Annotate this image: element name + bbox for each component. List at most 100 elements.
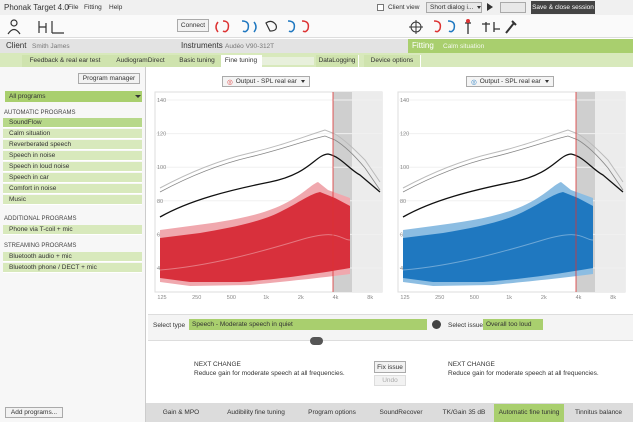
x-axis-label: 8k — [367, 295, 373, 301]
select-issue-value: Overall too loud — [486, 321, 532, 328]
speech-band-dark — [160, 192, 350, 282]
client-label: Client — [6, 41, 27, 50]
fix-issue-label: Fix issue — [377, 363, 403, 371]
program-manager-button[interactable]: Program manager — [78, 73, 140, 84]
y-axis-label: 120 — [400, 132, 409, 138]
mpo-curve — [159, 135, 381, 193]
program-item[interactable]: Speech in noise — [3, 151, 142, 161]
program-item[interactable]: Music — [3, 195, 142, 205]
band-line — [402, 234, 594, 271]
x-axis-label: 500 — [470, 295, 479, 301]
select-issue-dropdown[interactable]: Overall too loud — [483, 319, 543, 330]
y-axis-label: 100 — [157, 165, 166, 171]
chart-header-right[interactable]: ◎ Output - SPL real ear — [466, 76, 554, 87]
add-programs-label: Add programs... — [10, 409, 58, 416]
shaded-zone — [595, 92, 625, 292]
undo-button[interactable]: Undo — [374, 375, 406, 386]
menu-file[interactable]: File — [68, 4, 79, 11]
connect-button[interactable]: Connect — [177, 19, 209, 32]
fitting-label: Fitting — [412, 41, 434, 50]
program-item[interactable]: Bluetooth phone / DECT + mic — [3, 263, 142, 273]
right-tool-icons — [409, 19, 517, 34]
mpo-curve — [402, 129, 624, 189]
tab[interactable]: DataLogging — [316, 55, 359, 67]
client-view-checkbox[interactable] — [377, 4, 384, 11]
menu-help[interactable]: Help — [109, 4, 123, 11]
select-type-value: Speech - Moderate speech in quiet — [192, 321, 293, 328]
program-item[interactable]: Bluetooth audio + mic — [3, 252, 142, 262]
program-manager-label: Program manager — [82, 75, 136, 82]
window-icons[interactable] — [500, 2, 526, 13]
y-axis-label: 140 — [157, 98, 166, 104]
next-change-heading: NEXT CHANGE — [194, 361, 241, 368]
all-programs-label: All programs — [9, 93, 46, 100]
x-axis-label: 4k — [576, 295, 582, 301]
chart-title: Output - SPL real ear — [235, 78, 297, 85]
chart-title: Output - SPL real ear — [479, 78, 541, 85]
y-axis-label: 140 — [400, 98, 409, 104]
select-type-dropdown[interactable]: Speech - Moderate speech in quiet — [189, 319, 427, 330]
y-axis-label: 80 — [400, 199, 406, 205]
program-item[interactable]: Comfort in noise — [3, 184, 142, 194]
client-view-label: Client view — [388, 4, 420, 11]
bottom-tab[interactable]: Audibility fine tuning — [216, 404, 297, 422]
program-item[interactable]: Reverberated speech — [3, 140, 142, 150]
x-axis-label: 250 — [435, 295, 444, 301]
tab[interactable]: AudiogramDirect — [108, 55, 174, 67]
curve-chart-right: 1401201008060401252505001k2k4k8k — [397, 91, 626, 301]
toolbar — [0, 15, 633, 38]
tab-active[interactable]: Fine tuning — [221, 55, 262, 67]
x-axis-label: 125 — [157, 295, 166, 301]
fitting-program: Calm situation — [443, 43, 485, 50]
device-icons — [215, 20, 310, 33]
curve-chart-left: 1401201008060401252505001k2k4k8k — [154, 91, 383, 301]
program-item[interactable]: Phone via T-coil + mic — [3, 225, 142, 235]
tab[interactable]: Feedback & real ear test — [22, 55, 109, 67]
link-icon[interactable] — [310, 337, 323, 345]
program-item[interactable]: Calm situation — [3, 129, 142, 139]
play-icon[interactable] — [487, 3, 493, 11]
fix-issue-button[interactable]: Fix issue — [374, 361, 406, 373]
x-axis-label: 8k — [610, 295, 616, 301]
fitting-bar — [408, 39, 633, 53]
section-heading: AUTOMATIC PROGRAMS — [4, 110, 76, 116]
x-axis-label: 125 — [400, 295, 409, 301]
toolbar-icons — [7, 19, 64, 35]
apply-button[interactable] — [432, 320, 441, 329]
program-item[interactable]: Speech in loud noise — [3, 162, 142, 172]
dialog-value: Short dialog i... — [430, 4, 474, 11]
dialog-dropdown[interactable]: Short dialog i... — [426, 2, 482, 13]
bottom-tab[interactable]: TK/Gain 35 dB — [434, 404, 495, 422]
bottom-tab[interactable]: Tinnitus balance — [564, 404, 633, 422]
fine-tuning-tools[interactable] — [262, 57, 314, 65]
add-programs-button[interactable]: Add programs... — [5, 407, 63, 418]
save-close-button[interactable]: Save & close session — [531, 1, 595, 14]
section-heading: STREAMING PROGRAMS — [4, 243, 77, 249]
menu-fitting[interactable]: Fitting — [84, 4, 102, 11]
y-axis-label: 80 — [157, 199, 163, 205]
tab[interactable]: Device options — [364, 55, 421, 67]
target-curve — [402, 153, 624, 218]
band-line — [159, 234, 351, 271]
next-change-text: Reduce gain for moderate speech at all f… — [194, 370, 345, 377]
x-axis-label: 2k — [541, 295, 547, 301]
bottom-tab[interactable]: Program options — [296, 404, 369, 422]
section-heading: ADDITIONAL PROGRAMS — [4, 216, 77, 222]
program-item[interactable]: Speech in car — [3, 173, 142, 183]
all-programs-dropdown[interactable]: All programs — [5, 91, 142, 102]
select-type-label: Select type — [153, 322, 186, 329]
select-issue-label: Select issue — [448, 322, 484, 329]
next-change-heading: NEXT CHANGE — [448, 361, 495, 368]
bottom-tab[interactable]: SoundRecover — [368, 404, 435, 422]
chart-header-left[interactable]: ◎ Output - SPL real ear — [222, 76, 310, 87]
x-axis-label: 1k — [263, 295, 269, 301]
program-item[interactable]: SoundFlow — [3, 118, 142, 128]
bottom-tab-active[interactable]: Automatic fine tuning — [494, 404, 565, 422]
next-change-text: Reduce gain for moderate speech at all f… — [448, 370, 599, 377]
dropdown-arrow — [135, 95, 141, 98]
x-axis-label: 4k — [333, 295, 339, 301]
bottom-tab[interactable]: Gain & MPO — [146, 404, 217, 422]
x-axis-label: 250 — [192, 295, 201, 301]
tab[interactable]: Basic tuning — [173, 55, 222, 67]
